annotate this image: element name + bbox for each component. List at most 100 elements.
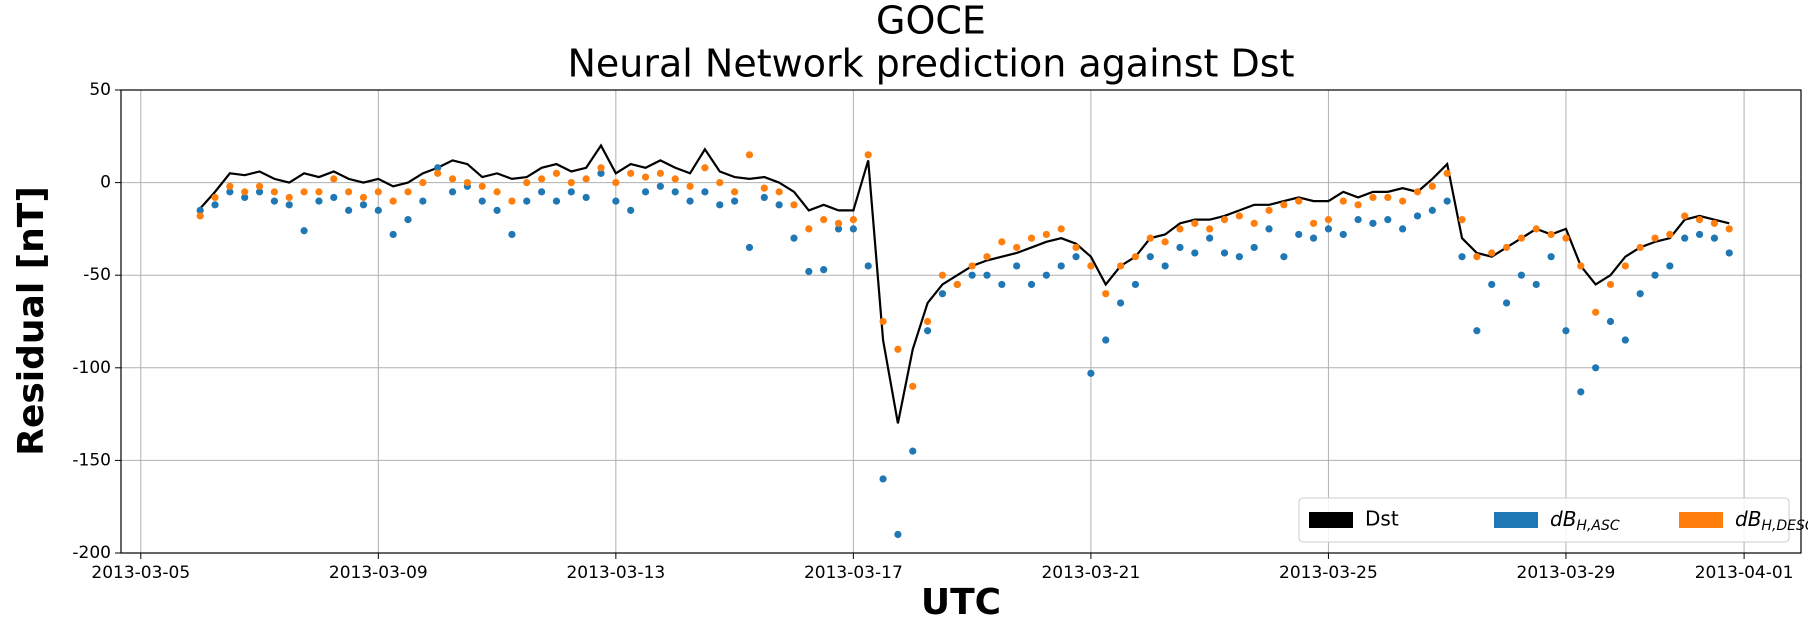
scatter-point xyxy=(255,182,264,190)
scatter-point xyxy=(508,197,516,205)
scatter-point xyxy=(1146,253,1154,261)
scatter-point xyxy=(671,175,679,183)
scatter-point xyxy=(1116,262,1125,270)
scatter-point xyxy=(1027,234,1036,242)
scatter-point xyxy=(330,193,338,202)
scatter-point xyxy=(923,327,932,335)
scatter-point xyxy=(1725,225,1733,233)
y-tick-label: 50 xyxy=(89,80,111,100)
scatter-point xyxy=(983,271,991,279)
scatter-point xyxy=(1354,201,1362,209)
scatter-point xyxy=(864,262,872,270)
scatter-point xyxy=(1384,216,1392,224)
scatter-point xyxy=(1131,280,1140,289)
scatter-point xyxy=(315,188,323,196)
scatter-point xyxy=(211,193,219,202)
scatter-point xyxy=(775,201,783,209)
scatter-point xyxy=(805,225,813,233)
legend-swatch xyxy=(1679,512,1723,528)
scatter-point xyxy=(270,188,279,196)
scatter-point xyxy=(552,197,561,205)
scatter-point xyxy=(434,169,442,177)
scatter-point xyxy=(731,197,739,205)
scatter-point xyxy=(805,267,813,276)
scatter-point xyxy=(849,216,857,224)
scatter-point xyxy=(1621,336,1629,344)
scatter-point xyxy=(790,201,798,209)
scatter-point xyxy=(894,345,902,353)
scatter-point xyxy=(1116,299,1125,307)
scatter-point xyxy=(1399,225,1407,233)
scatter-point xyxy=(1651,234,1659,242)
scatter-point xyxy=(1443,169,1451,177)
scatter-point xyxy=(1621,262,1629,270)
scatter-point xyxy=(1042,271,1050,279)
scatter-point xyxy=(1502,299,1511,307)
scatter-point xyxy=(1384,193,1392,202)
scatter-point xyxy=(1695,216,1704,224)
legend-swatch xyxy=(1494,512,1538,528)
scatter-point xyxy=(538,188,546,196)
scatter-point xyxy=(953,280,961,289)
scatter-point xyxy=(1220,216,1229,224)
scatter-point xyxy=(345,206,353,214)
scatter-point xyxy=(478,197,486,205)
x-tick-label: 2013-03-25 xyxy=(1279,563,1378,583)
scatter-point xyxy=(1592,308,1600,316)
scatter-point xyxy=(1428,206,1436,214)
legend-label: Dst xyxy=(1365,507,1399,531)
scatter-point xyxy=(775,188,783,196)
scatter-point xyxy=(1369,219,1377,227)
scatter-point xyxy=(686,182,694,190)
scatter-point xyxy=(716,201,724,209)
scatter-point xyxy=(1577,262,1585,270)
scatter-point xyxy=(582,175,590,183)
scatter-point xyxy=(820,266,828,274)
scatter-point xyxy=(1013,243,1021,252)
scatter-point xyxy=(523,197,531,205)
scatter-point xyxy=(1413,212,1422,220)
scatter-point xyxy=(1428,182,1436,190)
scatter-point xyxy=(745,151,754,159)
scatter-point xyxy=(1176,225,1184,233)
scatter-point xyxy=(1547,230,1555,239)
scatter-point xyxy=(1488,280,1496,289)
scatter-point xyxy=(686,197,694,205)
scatter-point xyxy=(909,447,917,455)
scatter-point xyxy=(760,193,768,202)
scatter-point xyxy=(1265,206,1273,214)
scatter-point xyxy=(671,188,679,196)
scatter-point xyxy=(1072,253,1080,261)
scatter-point xyxy=(701,188,709,196)
scatter-point xyxy=(285,193,293,202)
scatter-point xyxy=(612,179,620,187)
scatter-point xyxy=(1206,225,1214,233)
y-tick-label: -150 xyxy=(72,450,111,470)
scatter-point xyxy=(968,262,976,270)
scatter-point xyxy=(448,175,457,183)
scatter-point xyxy=(552,169,561,177)
scatter-point xyxy=(1220,249,1229,257)
scatter-point xyxy=(1592,364,1600,372)
scatter-point xyxy=(968,271,976,279)
scatter-point xyxy=(389,197,397,205)
scatter-point xyxy=(745,243,754,252)
scatter-point xyxy=(1354,216,1362,224)
scatter-point xyxy=(374,188,382,196)
scatter-point xyxy=(879,317,887,326)
scatter-point xyxy=(1295,197,1303,205)
scatter-point xyxy=(359,201,368,209)
scatter-point xyxy=(820,216,828,224)
scatter-point xyxy=(345,188,353,196)
scatter-point xyxy=(731,188,739,196)
x-tick-label: 2013-03-17 xyxy=(804,563,903,583)
scatter-point xyxy=(241,188,249,196)
scatter-point xyxy=(1577,388,1585,396)
scatter-point xyxy=(1309,234,1318,242)
scatter-point xyxy=(879,475,887,483)
scatter-point xyxy=(1161,262,1169,270)
scatter-point xyxy=(285,201,293,209)
scatter-point xyxy=(1473,253,1481,261)
scatter-point xyxy=(448,188,457,196)
scatter-point xyxy=(923,317,932,326)
